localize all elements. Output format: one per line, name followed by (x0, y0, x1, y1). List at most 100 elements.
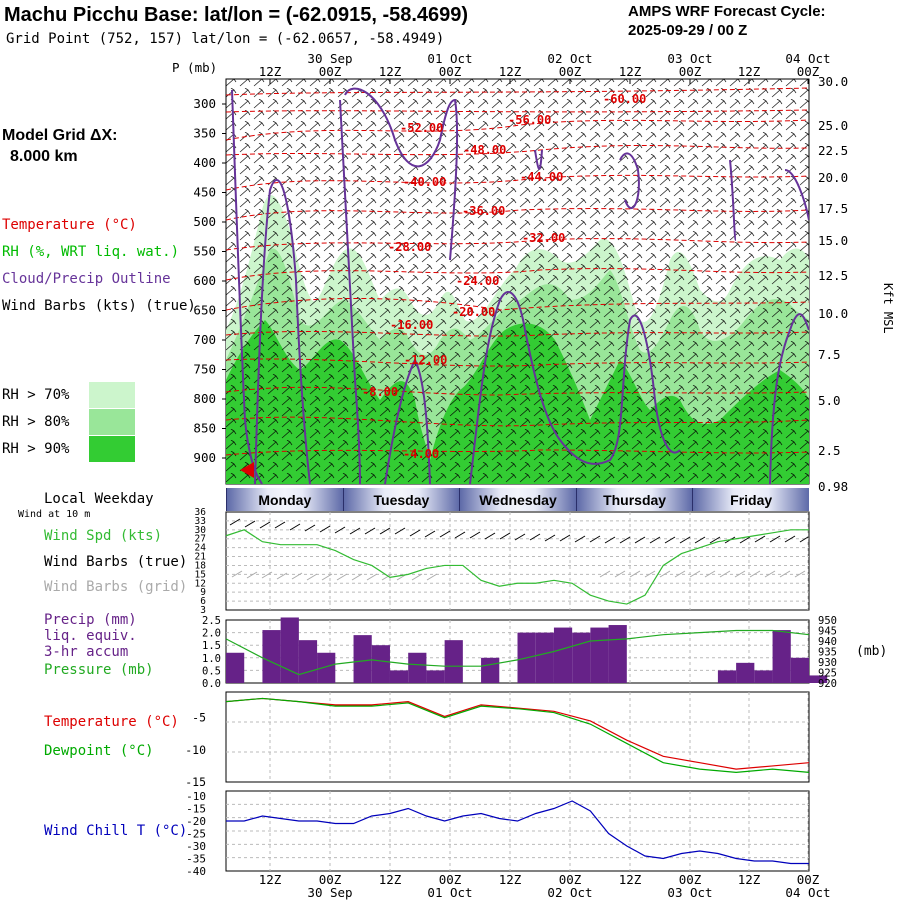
chill-ticks: -10-15-20-25-30-35-40 (186, 790, 206, 878)
top-hour-label: 12Z (259, 64, 282, 79)
dewpoint-line (225, 697, 810, 773)
top-date-label: 04 Oct (785, 51, 830, 66)
chill-tick-label: -25 (186, 828, 206, 841)
temp-label-12: -16.00 (390, 318, 433, 332)
temp-panel-frame (225, 691, 810, 783)
wind-tick-label: 12 (195, 578, 206, 589)
pressure-axis-label: P (mb) (172, 60, 217, 75)
precip-legend-3: 3-hr accum (44, 644, 129, 660)
bottom-date-label: 03 Oct (667, 885, 712, 900)
bottom-hour-label: 12Z (619, 872, 642, 887)
grid-point-label: Grid Point (752, 157) lat/lon = (-62.065… (6, 31, 445, 47)
wind-chill-line (226, 800, 809, 865)
wind-panel-frame (225, 511, 810, 611)
weekday-wednesday: Wednesday (459, 488, 576, 511)
height-tick-label: 30.0 (818, 74, 848, 89)
temp-label-6: -40.00 (403, 175, 446, 189)
pressure-tick-label: 920 (818, 678, 837, 690)
wind-tick-label: 33 (195, 516, 206, 527)
precip-tick-label: 1.0 (202, 653, 221, 665)
rh80-key-label: RH > 80% (2, 414, 70, 430)
wind-tick-label: 24 (195, 543, 207, 554)
chill-panel-frame (225, 790, 810, 872)
precip-bars (226, 617, 828, 683)
top-hour-label: 00Z (797, 64, 820, 79)
chill-tick-label: -40 (186, 865, 206, 878)
pressure-tick-label: 400 (193, 155, 216, 170)
pressure-tick-label: 500 (193, 214, 216, 229)
dewpoint-legend: Dewpoint (°C) (44, 743, 154, 759)
temp-label-15: -4.00 (403, 447, 439, 461)
forecast-cycle-label: AMPS WRF Forecast Cycle: (628, 3, 826, 20)
precip-bar (262, 630, 281, 683)
temp-label-2: -56.00 (508, 113, 551, 127)
pressure-tick-label: 935 (818, 647, 837, 659)
pressure-tick-label: 600 (193, 273, 216, 288)
precip-bar (226, 652, 245, 683)
temp-label-14: -8.00 (362, 385, 398, 399)
bottom-hour-label: 00Z (797, 872, 820, 887)
precip-legend-2: liq. equiv. (44, 628, 137, 644)
chill-tick-label: -20 (186, 815, 206, 828)
precip-bar (371, 645, 390, 683)
wind-height-note: Wind at 10 m (18, 509, 91, 520)
wind-barbs-grid-row (231, 570, 806, 581)
height-tick-label: 17.5 (818, 201, 848, 216)
rh70-key-label: RH > 70% (2, 387, 70, 403)
height-axis-label: Kft MSL (881, 283, 895, 334)
wind-tick-label: 36 (195, 507, 207, 518)
temp-label-11: -20.00 (452, 305, 495, 319)
temp-label-9: -28.00 (388, 240, 431, 254)
precip-tick-label: 0.5 (202, 665, 221, 677)
top-hour-label: 00Z (559, 64, 582, 79)
temp-tick-label: -15 (185, 775, 206, 789)
height-tick-label: 20.0 (818, 170, 848, 185)
bottom-date-label: 02 Oct (547, 885, 592, 900)
weekday-monday: Monday (226, 488, 343, 511)
wind-speed-legend: Wind Spd (kts) (44, 528, 163, 544)
height-tick-label: 25.0 (818, 118, 848, 133)
page-title: Machu Picchu Base: lat/lon = (-62.0915, … (4, 4, 469, 26)
model-grid-value: 8.000 km (10, 148, 78, 165)
pressure-tick-label: 700 (193, 332, 216, 347)
wind-tick-label: 15 (195, 569, 206, 580)
precip-bar (426, 670, 445, 683)
top-date-label: 30 Sep (307, 51, 352, 66)
chill-tick-label: -30 (186, 840, 206, 853)
local-weekday-label: Local Weekday (44, 491, 154, 507)
precip-bar (481, 657, 500, 683)
temp-label-4: -48.00 (463, 143, 506, 157)
top-hour-label: 00Z (439, 64, 462, 79)
chill-tick-label: -35 (186, 853, 206, 866)
legend-rh: RH (%, WRT liq. wat.) (2, 244, 180, 260)
bottom-hour-label: 12Z (499, 872, 522, 887)
precip-tick-label: 1.5 (202, 640, 221, 652)
precip-tick-label: 0.0 (202, 678, 221, 690)
height-tick-label: 7.5 (818, 347, 841, 362)
bottom-date-label: 04 Oct (785, 885, 830, 900)
model-grid-label: Model Grid ΔX: (2, 127, 118, 144)
weekday-thursday: Thursday (575, 488, 693, 511)
weekday-bar: Monday Tuesday Wednesday Thursday Friday (226, 488, 809, 511)
temp-ticks: -5 -10 -15 (185, 711, 206, 789)
temperature-line (225, 697, 810, 770)
bottom-date-label: 01 Oct (427, 885, 472, 900)
height-tick-label: 5.0 (818, 393, 841, 408)
precip-bar (317, 652, 336, 683)
wind-tick-label: 18 (195, 560, 207, 571)
chill-tick-label: -15 (186, 803, 206, 816)
current-time-marker-icon (240, 462, 254, 478)
precip-bar (754, 670, 773, 683)
top-hour-label: 12Z (619, 64, 642, 79)
bottom-hour-label: 12Z (738, 872, 761, 887)
precip-bar (736, 662, 755, 683)
pressure-tick-label: 650 (193, 303, 216, 318)
precip-bar (444, 640, 463, 683)
wind-tick-label: 3 (200, 605, 206, 616)
height-tick-label: 10.0 (818, 306, 848, 321)
wind-speed-line (225, 529, 809, 605)
wind-barbs-true-legend: Wind Barbs (true) (44, 554, 188, 570)
temp-label-1: -60.00 (603, 92, 646, 106)
